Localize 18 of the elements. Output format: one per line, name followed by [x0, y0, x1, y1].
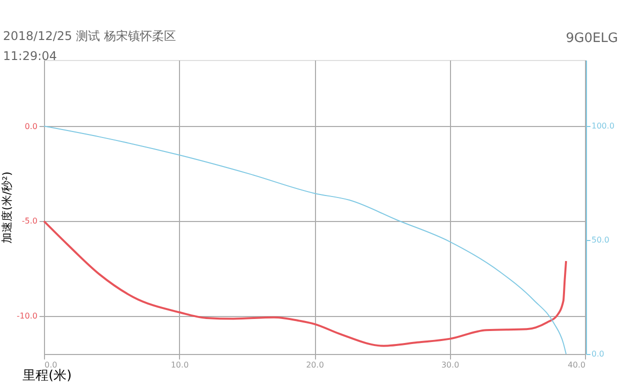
- y-tick-label: -5.0: [22, 216, 38, 226]
- x-tick-label: 10.0: [170, 360, 189, 370]
- chart-subtitle: 11:29:04: [3, 49, 57, 63]
- y-tick-label: 0.0: [24, 122, 38, 131]
- x-tick-label: 0.0: [44, 360, 58, 370]
- x-tick-label: 40.0: [568, 360, 586, 370]
- y-axis-title: 加速度(米/秒²): [0, 172, 14, 244]
- x-tick-label: 20.0: [306, 360, 324, 370]
- y2-tick-label: 50.0: [592, 236, 610, 245]
- y2-tick-label: 100.0: [592, 122, 614, 131]
- x-tick-label: 30.0: [441, 360, 460, 370]
- line-series: [44, 126, 567, 354]
- y2-tick-label: 0.0: [592, 350, 604, 358]
- x-axis-title: 里程(米): [22, 368, 72, 383]
- y-tick-label: -10.0: [16, 312, 38, 321]
- chart-title: 2018/12/25 测试 杨宋镇怀柔区: [3, 29, 176, 43]
- text: 9G0ELG: [566, 31, 618, 46]
- line-series: [43, 220, 568, 347]
